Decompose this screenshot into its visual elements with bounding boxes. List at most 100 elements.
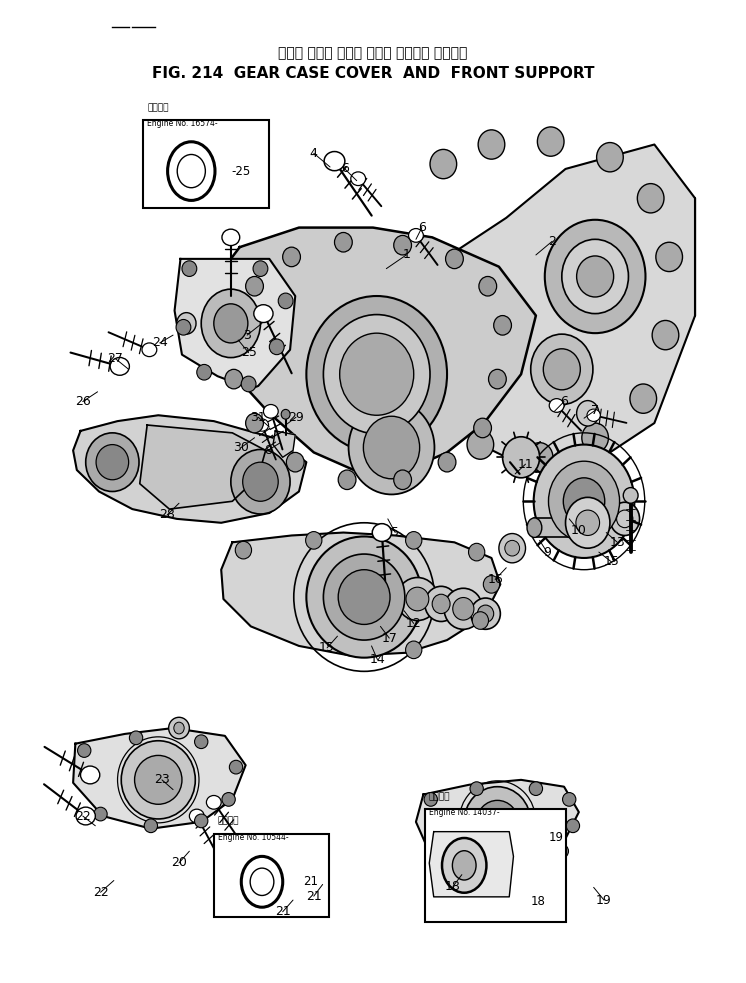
Ellipse shape bbox=[503, 436, 539, 478]
Ellipse shape bbox=[229, 760, 242, 774]
Text: 21: 21 bbox=[306, 890, 322, 902]
Ellipse shape bbox=[142, 343, 157, 357]
Bar bbox=[214, 834, 328, 917]
Ellipse shape bbox=[129, 731, 142, 745]
Text: 21: 21 bbox=[304, 875, 319, 889]
Ellipse shape bbox=[533, 444, 634, 558]
Ellipse shape bbox=[471, 598, 501, 629]
Ellipse shape bbox=[432, 595, 450, 613]
Text: Engine No. 14037-: Engine No. 14037- bbox=[428, 808, 499, 817]
Ellipse shape bbox=[494, 316, 512, 335]
Ellipse shape bbox=[222, 320, 239, 340]
Ellipse shape bbox=[269, 339, 284, 355]
Ellipse shape bbox=[582, 423, 609, 452]
Ellipse shape bbox=[479, 276, 497, 296]
Ellipse shape bbox=[652, 320, 679, 350]
Ellipse shape bbox=[477, 606, 494, 622]
Ellipse shape bbox=[470, 781, 483, 795]
Ellipse shape bbox=[563, 478, 605, 525]
Bar bbox=[534, 518, 590, 538]
Polygon shape bbox=[175, 259, 295, 389]
Text: 14: 14 bbox=[369, 653, 386, 666]
Text: 3: 3 bbox=[243, 328, 251, 342]
Ellipse shape bbox=[122, 741, 195, 819]
Text: Engine No. 10544-: Engine No. 10544- bbox=[218, 833, 288, 841]
Ellipse shape bbox=[214, 304, 248, 343]
Ellipse shape bbox=[351, 172, 366, 186]
Ellipse shape bbox=[306, 532, 322, 549]
Ellipse shape bbox=[283, 247, 301, 266]
Ellipse shape bbox=[430, 149, 457, 179]
Ellipse shape bbox=[110, 358, 129, 376]
Text: Engine No. 16574-: Engine No. 16574- bbox=[147, 119, 218, 128]
Ellipse shape bbox=[338, 570, 390, 624]
Ellipse shape bbox=[281, 409, 290, 419]
Ellipse shape bbox=[189, 809, 204, 823]
Ellipse shape bbox=[231, 449, 290, 514]
Ellipse shape bbox=[134, 755, 182, 804]
Text: 22: 22 bbox=[75, 810, 90, 823]
Text: 18: 18 bbox=[530, 895, 545, 908]
Ellipse shape bbox=[86, 433, 139, 492]
Ellipse shape bbox=[610, 502, 639, 536]
Text: 29: 29 bbox=[288, 411, 304, 424]
Text: 23: 23 bbox=[154, 774, 170, 786]
Ellipse shape bbox=[452, 850, 476, 880]
Ellipse shape bbox=[323, 315, 430, 434]
Ellipse shape bbox=[472, 611, 489, 629]
Ellipse shape bbox=[278, 293, 293, 309]
Ellipse shape bbox=[397, 578, 438, 620]
Text: 22: 22 bbox=[93, 886, 108, 898]
Ellipse shape bbox=[656, 242, 683, 271]
Text: 11: 11 bbox=[518, 458, 533, 471]
Text: 6: 6 bbox=[341, 162, 349, 175]
Text: 30: 30 bbox=[233, 441, 249, 454]
Ellipse shape bbox=[555, 844, 568, 858]
Ellipse shape bbox=[526, 442, 553, 472]
Ellipse shape bbox=[182, 260, 197, 276]
Ellipse shape bbox=[467, 430, 494, 459]
Text: 19: 19 bbox=[548, 831, 564, 843]
Ellipse shape bbox=[324, 151, 345, 171]
Ellipse shape bbox=[630, 384, 656, 413]
Text: 12: 12 bbox=[406, 617, 421, 630]
Ellipse shape bbox=[597, 143, 623, 172]
Polygon shape bbox=[273, 431, 295, 457]
Ellipse shape bbox=[406, 641, 422, 659]
Text: 6: 6 bbox=[560, 395, 568, 408]
Polygon shape bbox=[429, 832, 513, 896]
Polygon shape bbox=[73, 728, 245, 829]
Ellipse shape bbox=[515, 852, 527, 866]
Text: 28: 28 bbox=[159, 508, 175, 521]
Ellipse shape bbox=[222, 229, 239, 246]
Text: 19: 19 bbox=[596, 894, 612, 906]
Ellipse shape bbox=[241, 376, 256, 392]
Text: 18: 18 bbox=[445, 880, 461, 893]
Ellipse shape bbox=[348, 401, 434, 494]
Ellipse shape bbox=[442, 838, 486, 893]
Ellipse shape bbox=[424, 586, 457, 621]
Text: 7: 7 bbox=[591, 404, 599, 417]
Ellipse shape bbox=[499, 534, 525, 563]
Ellipse shape bbox=[577, 256, 614, 297]
Ellipse shape bbox=[505, 541, 520, 556]
Text: 13: 13 bbox=[609, 536, 625, 549]
Ellipse shape bbox=[566, 819, 580, 833]
Ellipse shape bbox=[286, 452, 304, 472]
Ellipse shape bbox=[453, 598, 474, 620]
Text: 適用号機: 適用号機 bbox=[218, 817, 239, 826]
Ellipse shape bbox=[94, 807, 107, 821]
Text: 27: 27 bbox=[107, 352, 123, 365]
Polygon shape bbox=[73, 415, 307, 523]
Ellipse shape bbox=[201, 289, 260, 358]
Ellipse shape bbox=[477, 800, 518, 843]
Text: 10: 10 bbox=[571, 524, 587, 537]
Text: 4: 4 bbox=[310, 146, 318, 160]
Ellipse shape bbox=[176, 319, 191, 335]
Text: 17: 17 bbox=[381, 632, 397, 645]
Text: 5: 5 bbox=[391, 526, 399, 539]
Ellipse shape bbox=[543, 349, 580, 390]
Ellipse shape bbox=[323, 554, 405, 640]
Ellipse shape bbox=[339, 333, 414, 415]
Ellipse shape bbox=[464, 786, 530, 857]
